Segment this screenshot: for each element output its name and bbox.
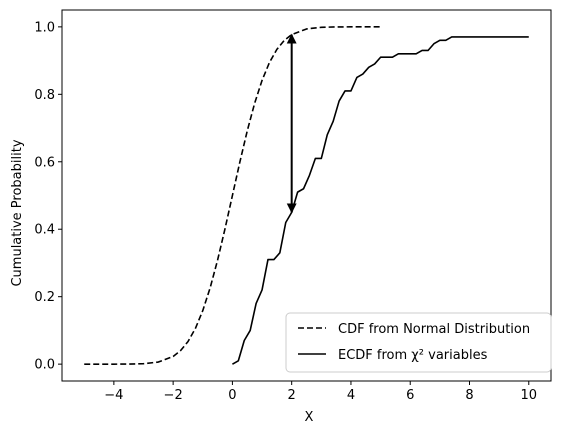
x-tick-label: −2 bbox=[164, 388, 183, 403]
chi2-ecdf-line bbox=[232, 36, 529, 365]
plot-area bbox=[84, 26, 529, 365]
axes-frame bbox=[61, 9, 552, 382]
normal-cdf-line bbox=[84, 26, 381, 365]
axes: −4 −2 0 2 4 6 8 10 0.0 0.2 0.4 0.6 0.8 1.0 bbox=[34, 9, 552, 403]
x-tick-label: 8 bbox=[465, 388, 473, 403]
x-tick-label: 2 bbox=[288, 388, 296, 403]
y-tick-label: 0.8 bbox=[34, 88, 55, 103]
x-tick-label: 6 bbox=[406, 388, 414, 403]
y-tick-label: 1.0 bbox=[34, 20, 55, 35]
x-tick-label: 4 bbox=[347, 388, 355, 403]
x-tick-label: 10 bbox=[520, 388, 537, 403]
legend: CDF from Normal Distribution ECDF from χ… bbox=[285, 312, 552, 373]
y-axis-label: Cumulative Probability bbox=[10, 139, 25, 286]
legend-label-chi2-ecdf: ECDF from χ² variables bbox=[338, 348, 488, 363]
legend-frame bbox=[285, 312, 552, 373]
legend-label-normal-cdf: CDF from Normal Distribution bbox=[338, 322, 530, 337]
y-tick-label: 0.4 bbox=[34, 223, 55, 238]
y-tick-label: 0.6 bbox=[34, 155, 55, 170]
y-tick-label: 0.2 bbox=[34, 290, 55, 305]
x-axis-label: X bbox=[305, 410, 314, 425]
y-tick-label: 0.0 bbox=[34, 358, 55, 373]
x-tick-label: −4 bbox=[104, 388, 123, 403]
x-tick-label: 0 bbox=[228, 388, 236, 403]
